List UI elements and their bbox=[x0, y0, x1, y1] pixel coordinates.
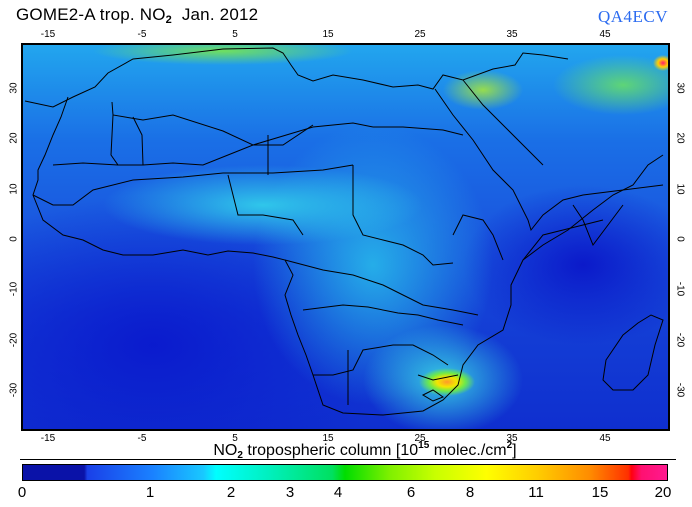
no2-heatmap bbox=[21, 43, 670, 431]
lon-tick-top: 15 bbox=[322, 29, 334, 40]
lon-tick-top: -15 bbox=[40, 29, 56, 40]
lon-tick-bottom: 35 bbox=[506, 433, 518, 444]
lon-tick-bottom: 15 bbox=[322, 433, 334, 444]
lat-tick-left: -30 bbox=[8, 382, 20, 398]
label-sub: 2 bbox=[237, 450, 243, 461]
label-prefix: NO bbox=[213, 442, 238, 459]
lon-tick-top: -5 bbox=[137, 29, 147, 40]
lat-tick-left: -20 bbox=[8, 332, 20, 348]
lat-tick-right: 0 bbox=[674, 236, 686, 242]
lat-tick-right: 30 bbox=[674, 82, 686, 94]
divider bbox=[20, 459, 676, 460]
colorbar bbox=[22, 464, 668, 481]
lon-tick-bottom: -5 bbox=[137, 433, 147, 444]
lon-tick-top: 35 bbox=[506, 29, 518, 40]
colorbar-tick: 11 bbox=[528, 484, 544, 501]
brand-label: QA4ECV bbox=[597, 7, 668, 26]
lon-tick-bottom: 5 bbox=[232, 433, 238, 444]
colorbar-tick: 6 bbox=[406, 484, 416, 501]
lat-tick-right: -10 bbox=[674, 281, 686, 297]
colorbar-tick: 2 bbox=[226, 484, 236, 501]
lat-tick-left: 20 bbox=[8, 132, 20, 144]
colorbar-tick: 0 bbox=[17, 484, 27, 501]
label-sup2: 2 bbox=[506, 440, 513, 451]
lat-tick-right: -30 bbox=[674, 382, 686, 398]
lat-tick-left: 10 bbox=[8, 183, 20, 195]
colorbar-tick: 20 bbox=[654, 484, 672, 501]
colorbar-tick: 8 bbox=[465, 484, 475, 501]
label-text2: molec./cm bbox=[429, 442, 507, 459]
country-borders bbox=[24, 47, 664, 416]
lat-tick-left: -10 bbox=[8, 281, 20, 297]
colorbar-tick: 4 bbox=[333, 484, 343, 501]
colorbar-tick: 1 bbox=[145, 484, 155, 501]
label-suffix: ] bbox=[512, 442, 517, 459]
lat-tick-right: 10 bbox=[674, 183, 686, 195]
lon-tick-bottom: -15 bbox=[40, 433, 56, 444]
colorbar-axis-label: NO2 tropospheric column [1015 molec./cm2… bbox=[0, 440, 692, 461]
lat-tick-left: 30 bbox=[8, 82, 20, 94]
lon-tick-bottom: 25 bbox=[414, 433, 426, 444]
colorbar-tick: 15 bbox=[591, 484, 609, 501]
colorbar-tick: 3 bbox=[285, 484, 295, 501]
lat-tick-left: 0 bbox=[8, 236, 20, 242]
title-date: Jan. 2012 bbox=[181, 5, 259, 24]
lat-tick-right: 20 bbox=[674, 132, 686, 144]
chart-title: GOME2-A trop. NO2 Jan. 2012 bbox=[16, 5, 258, 26]
lon-tick-top: 5 bbox=[232, 29, 238, 40]
label-text: tropospheric column [10 bbox=[242, 442, 419, 459]
label-sup: 15 bbox=[418, 440, 430, 451]
lon-tick-top: 25 bbox=[414, 29, 426, 40]
title-subscript: 2 bbox=[165, 14, 172, 26]
lon-tick-top: 45 bbox=[599, 29, 611, 40]
title-text: GOME2-A trop. NO bbox=[16, 5, 166, 24]
lat-tick-right: -20 bbox=[674, 332, 686, 348]
lon-tick-bottom: 45 bbox=[599, 433, 611, 444]
